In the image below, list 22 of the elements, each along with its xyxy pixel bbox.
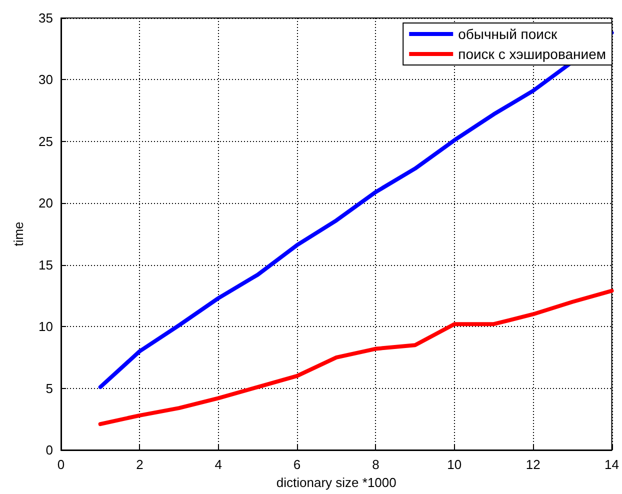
y-tick-label: 15 [38, 257, 53, 272]
x-tick-label: 12 [526, 457, 540, 472]
x-tick-label: 10 [447, 457, 462, 472]
y-tick-label: 30 [38, 72, 53, 88]
y-tick-label: 35 [38, 10, 53, 26]
x-tick-label: 6 [293, 457, 301, 472]
y-tick-label: 25 [38, 134, 53, 149]
y-tick-label: 10 [38, 319, 53, 334]
y-tick-label: 20 [38, 196, 53, 211]
y-axis-title: time [11, 222, 26, 246]
x-tick-label: 2 [136, 457, 144, 472]
legend-label: обычный поиск [458, 26, 558, 42]
x-tick-label: 8 [372, 457, 380, 472]
x-tick-label: 0 [57, 457, 65, 472]
x-axis-title: dictionary size *1000 [276, 474, 396, 490]
x-tick-label: 14 [604, 457, 620, 472]
line-series [98, 288, 614, 426]
y-tick-label: 5 [46, 380, 53, 396]
y-tick-label: 0 [46, 442, 53, 458]
legend-label: поиск с хэшированием [458, 46, 606, 62]
line-series [98, 30, 614, 390]
x-tick-label: 4 [214, 457, 222, 472]
